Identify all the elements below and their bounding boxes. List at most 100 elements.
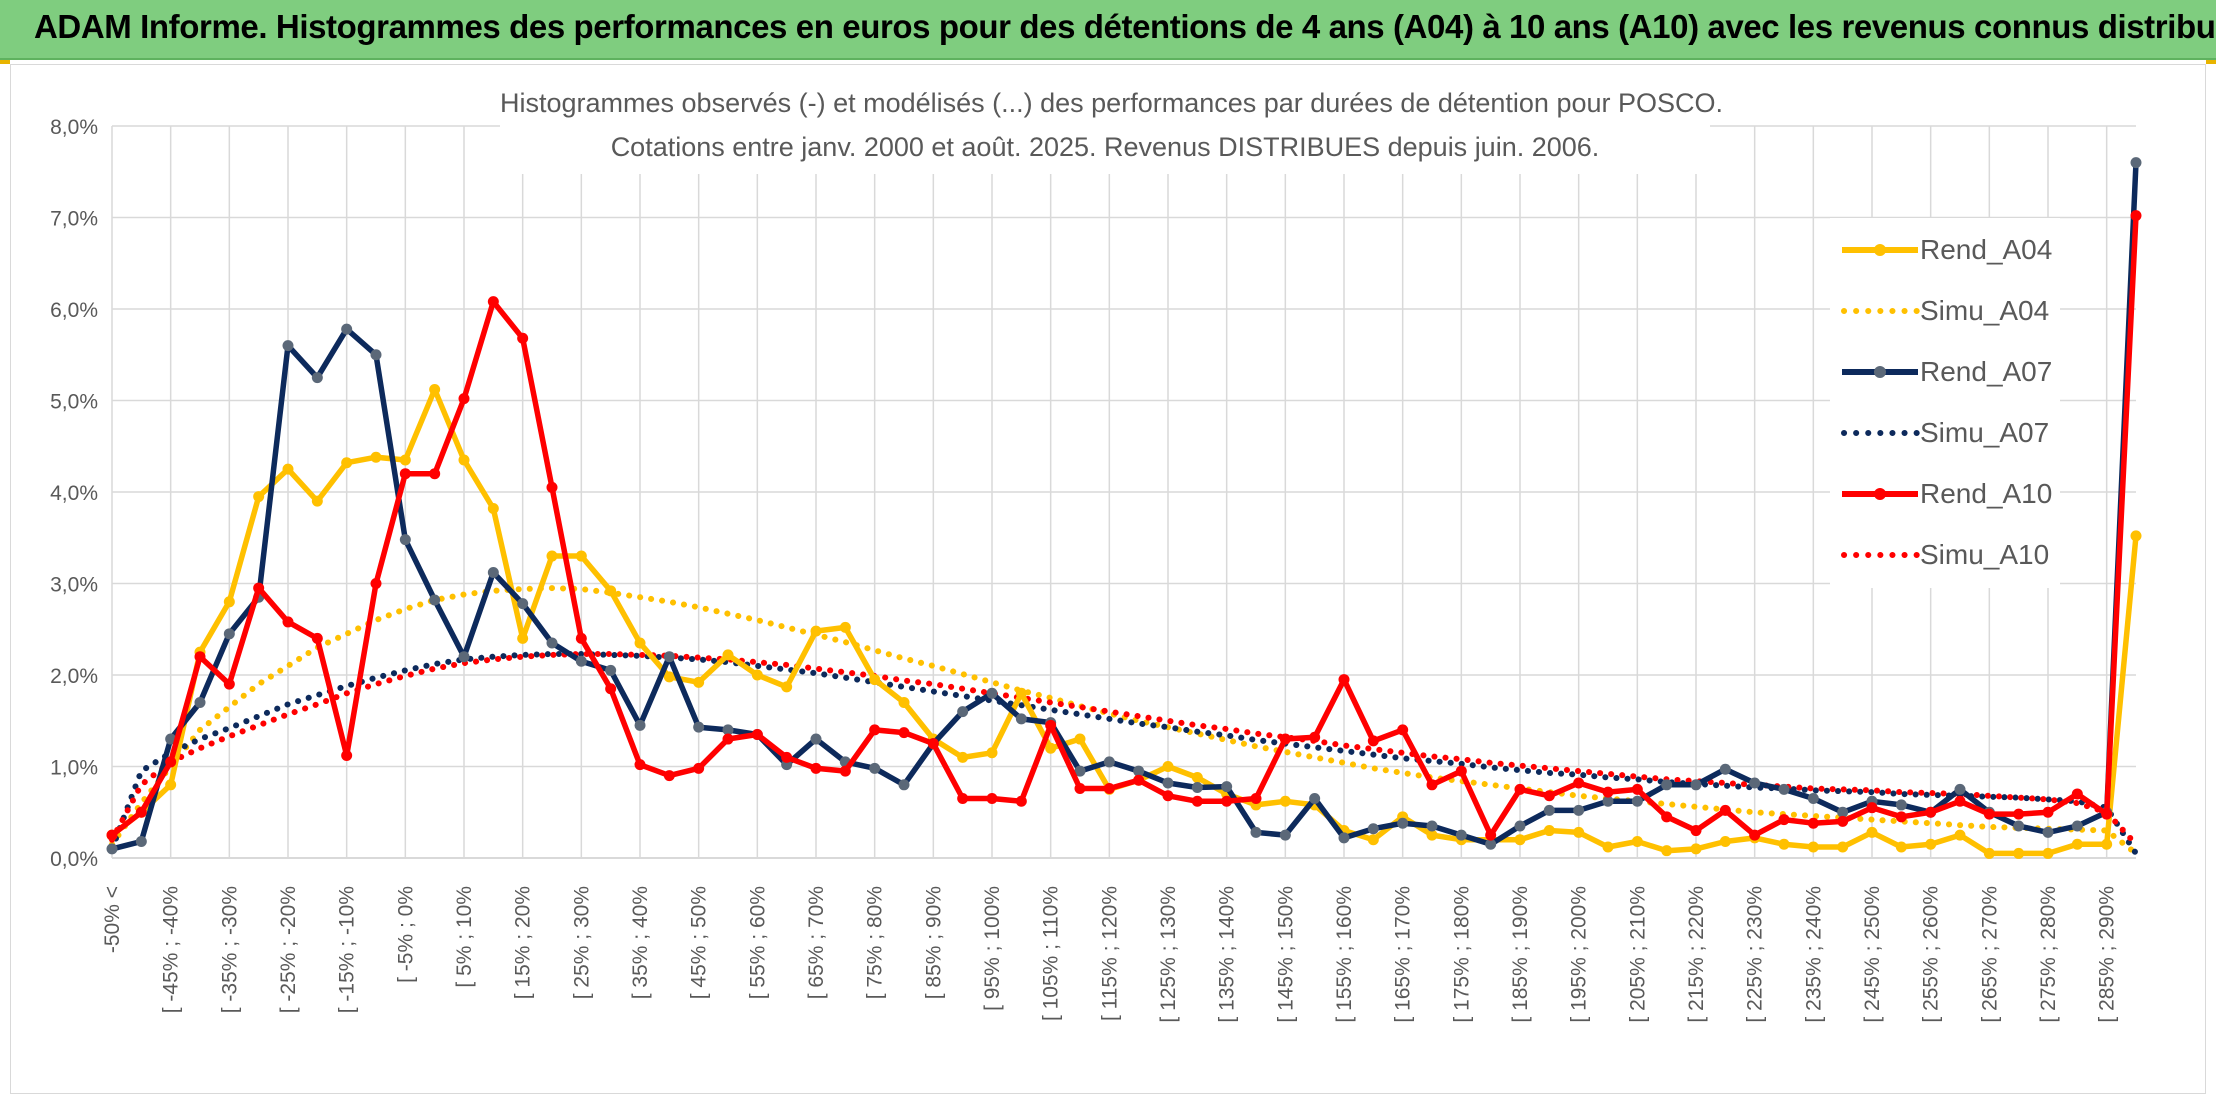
data-point-rend-a10	[282, 616, 294, 628]
data-point-rend-a07	[693, 721, 705, 733]
x-tick-label: [ 55% ; 60%	[746, 886, 769, 999]
data-point-rend-a07	[1455, 829, 1467, 841]
x-tick-label: [ -5% ; 0%	[394, 886, 417, 983]
data-point-rend-a04	[165, 779, 177, 791]
data-point-rend-a10	[1045, 719, 1057, 731]
data-point-rend-a07	[1661, 779, 1673, 791]
data-point-rend-a10	[1573, 777, 1585, 789]
data-point-rend-a10	[1279, 733, 1291, 745]
data-point-rend-a10	[1367, 735, 1379, 747]
legend-swatch-simu-a10	[1841, 552, 1920, 558]
data-point-rend-a04	[722, 649, 734, 661]
y-tick-label: 3,0%	[50, 574, 98, 597]
data-point-rend-a10	[2101, 808, 2113, 820]
x-tick-label: [ 205% ; 210%	[1626, 886, 1649, 1023]
data-point-rend-a04	[1191, 771, 1203, 783]
data-point-rend-a10	[1807, 817, 1819, 829]
x-tick-label: [ 135% ; 140%	[1216, 886, 1239, 1023]
data-point-rend-a04	[429, 384, 441, 396]
data-point-rend-a04	[1543, 825, 1555, 837]
data-point-rend-a04	[605, 585, 617, 597]
chart-legend: Rend_A04 Simu_A04 Rend_A07 Simu_A07 Rend…	[1830, 218, 2060, 588]
data-point-rend-a10	[399, 468, 411, 480]
data-point-rend-a07	[898, 779, 910, 791]
data-point-rend-a04	[1866, 826, 1878, 838]
data-point-rend-a07	[282, 340, 294, 352]
data-point-rend-a07	[1807, 793, 1819, 805]
data-point-rend-a10	[1749, 829, 1761, 841]
data-point-rend-a04	[546, 550, 558, 562]
y-tick-label: 1,0%	[50, 757, 98, 780]
y-tick-label: 2,0%	[50, 665, 98, 688]
data-point-rend-a10	[1133, 774, 1145, 786]
data-point-rend-a10	[429, 468, 441, 480]
data-point-rend-a10	[1719, 804, 1731, 816]
data-point-rend-a04	[1778, 838, 1790, 850]
x-tick-label: [ 215% ; 220%	[1685, 886, 1708, 1023]
data-point-rend-a10	[781, 751, 793, 763]
data-point-rend-a07	[341, 323, 353, 335]
data-point-rend-a04	[517, 632, 529, 644]
data-point-rend-a04	[311, 495, 323, 507]
data-point-rend-a10	[1837, 815, 1849, 827]
data-point-rend-a10	[1866, 802, 1878, 814]
data-point-rend-a04	[282, 463, 294, 475]
data-point-rend-a10	[1895, 811, 1907, 823]
data-point-rend-a07	[869, 762, 881, 774]
data-point-rend-a04	[575, 550, 587, 562]
x-tick-label: [ 265% ; 270%	[1978, 886, 2001, 1023]
data-point-rend-a10	[2071, 788, 2083, 800]
data-point-rend-a10	[1690, 825, 1702, 837]
data-point-rend-a04	[898, 696, 910, 708]
data-point-rend-a07	[1573, 804, 1585, 816]
data-point-rend-a10	[135, 806, 147, 818]
data-point-rend-a10	[194, 651, 206, 663]
legend-swatch-rend-a07	[1842, 366, 1918, 378]
x-tick-label: [ 155% ; 160%	[1333, 886, 1356, 1023]
data-point-rend-a07	[1221, 781, 1233, 793]
data-point-rend-a07	[722, 724, 734, 736]
data-point-rend-a10	[957, 793, 969, 805]
x-tick-label: [ 85% ; 90%	[922, 886, 945, 999]
data-point-rend-a04	[1631, 836, 1643, 848]
data-point-rend-a04	[1690, 843, 1702, 855]
data-point-rend-a07	[1485, 838, 1497, 850]
data-point-rend-a10	[1661, 811, 1673, 823]
data-point-rend-a07	[1631, 795, 1643, 807]
data-point-rend-a07	[1426, 820, 1438, 832]
data-point-rend-a10	[1103, 782, 1115, 794]
data-point-rend-a10	[751, 728, 763, 740]
data-point-rend-a10	[605, 683, 617, 695]
data-point-rend-a04	[634, 637, 646, 649]
x-tick-label: [ 105% ; 110%	[1040, 886, 1063, 1021]
legend-label: Simu_A10	[1920, 539, 2050, 570]
data-point-rend-a10	[1015, 795, 1027, 807]
data-point-rend-a04	[1279, 795, 1291, 807]
data-point-rend-a10	[869, 724, 881, 736]
data-point-rend-a10	[986, 793, 998, 805]
data-point-rend-a10	[810, 762, 822, 774]
data-point-rend-a07	[1954, 783, 1966, 795]
data-point-rend-a04	[751, 669, 763, 681]
legend-swatch-rend-a04	[1842, 244, 1918, 256]
data-point-rend-a07	[311, 372, 323, 384]
data-point-rend-a07	[1074, 765, 1086, 777]
y-tick-label: 0,0%	[50, 848, 98, 871]
data-point-rend-a07	[194, 696, 206, 708]
x-tick-label: [ 115% ; 120%	[1098, 886, 1121, 1021]
chart-title-line-1: Histogrammes observés (-) et modélisés (…	[500, 88, 1724, 118]
data-point-rend-a07	[2042, 826, 2054, 838]
x-tick-label: [ 25% ; 30%	[570, 886, 593, 999]
data-point-rend-a04	[341, 457, 353, 469]
data-point-rend-a07	[1367, 823, 1379, 835]
series-line-simu-a10	[109, 651, 2139, 848]
page-title: ADAM Informe. Histogrammes des performan…	[34, 8, 2216, 45]
data-point-rend-a10	[927, 738, 939, 750]
data-point-rend-a07	[1543, 804, 1555, 816]
x-tick-label: [ 275% ; 280%	[2037, 886, 2060, 1023]
data-point-rend-a07	[1778, 783, 1790, 795]
data-point-rend-a04	[2101, 838, 2113, 850]
data-point-rend-a07	[986, 687, 998, 699]
data-point-rend-a10	[2042, 806, 2054, 818]
data-point-rend-a10	[1191, 795, 1203, 807]
